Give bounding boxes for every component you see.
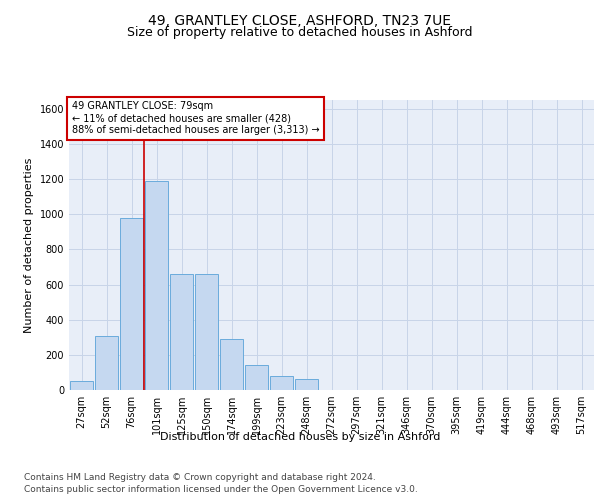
Y-axis label: Number of detached properties: Number of detached properties (24, 158, 34, 332)
Text: Distribution of detached houses by size in Ashford: Distribution of detached houses by size … (160, 432, 440, 442)
Text: 49, GRANTLEY CLOSE, ASHFORD, TN23 7UE: 49, GRANTLEY CLOSE, ASHFORD, TN23 7UE (149, 14, 452, 28)
Bar (95, 336, 118, 390)
Text: Size of property relative to detached houses in Ashford: Size of property relative to detached ho… (127, 26, 473, 39)
Bar (269, 376, 293, 390)
Text: Contains public sector information licensed under the Open Government Licence v3: Contains public sector information licen… (24, 485, 418, 494)
Bar (70, 381, 94, 390)
Bar (295, 380, 319, 390)
Text: Contains HM Land Registry data © Crown copyright and database right 2024.: Contains HM Land Registry data © Crown c… (24, 472, 376, 482)
Bar (170, 274, 193, 390)
Bar (245, 366, 268, 390)
Bar (220, 339, 244, 390)
Bar (194, 274, 218, 390)
Bar (145, 181, 169, 390)
Bar (119, 218, 143, 390)
Text: 49 GRANTLEY CLOSE: 79sqm
← 11% of detached houses are smaller (428)
88% of semi-: 49 GRANTLEY CLOSE: 79sqm ← 11% of detach… (71, 102, 319, 134)
